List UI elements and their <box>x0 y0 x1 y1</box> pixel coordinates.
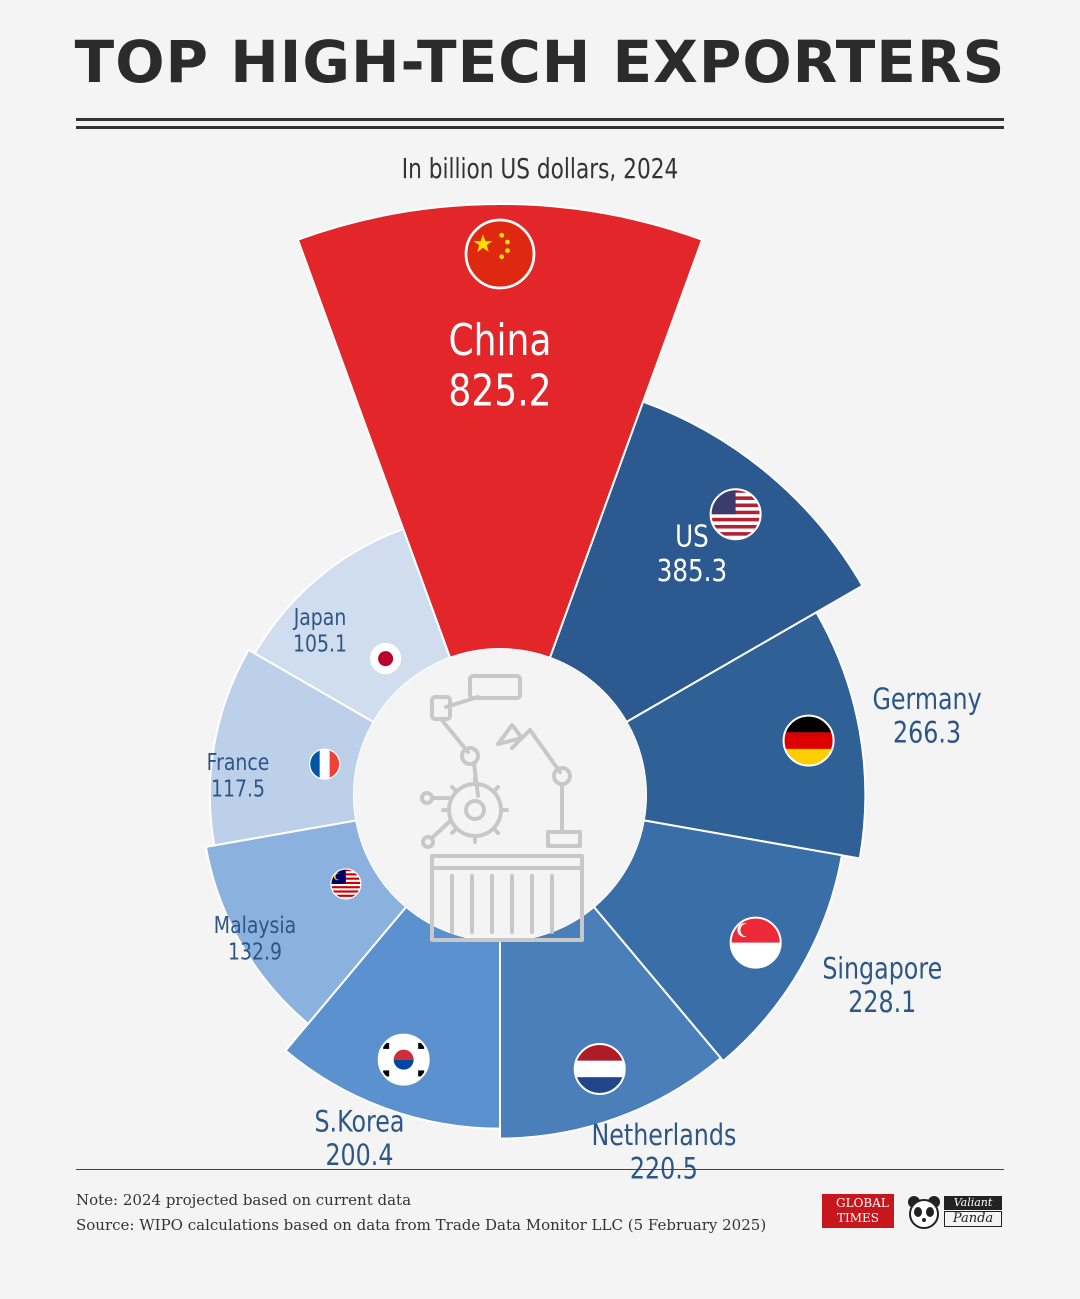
label-country-malaysia: Malaysia <box>214 911 296 938</box>
title-divider-bottom <box>76 126 1004 129</box>
label-country-s-korea: S.Korea <box>314 1105 404 1139</box>
center-hole <box>354 649 646 941</box>
panda-icon <box>908 1196 940 1229</box>
label-country-singapore: Singapore <box>822 952 942 986</box>
us-flag-icon <box>709 488 762 541</box>
label-value-s-korea: 200.4 <box>325 1139 393 1173</box>
label-country-japan: Japan <box>292 603 346 630</box>
labels-group: China825.2US385.3Germany266.3Singapore22… <box>207 316 982 1186</box>
label-value-netherlands: 220.5 <box>630 1152 698 1186</box>
chart-title: TOP HIGH-TECH EXPORTERS <box>74 28 1006 96</box>
label-value-china: 825.2 <box>448 366 551 416</box>
label-value-malaysia: 132.9 <box>228 938 282 965</box>
label-country-netherlands: Netherlands <box>591 1119 736 1153</box>
label-value-japan: 105.1 <box>293 630 347 657</box>
netherlands-flag-icon <box>573 1042 626 1095</box>
label-country-germany: Germany <box>872 683 981 717</box>
wedges-group <box>204 203 867 1140</box>
china-flag-icon <box>464 218 536 290</box>
label-country-us: US <box>675 520 709 554</box>
germany-flag-icon <box>782 714 835 767</box>
japan-flag-icon <box>369 643 402 675</box>
south-korea-flag-icon <box>377 1033 430 1086</box>
footer-divider <box>76 1169 1004 1170</box>
chart-subtitle: In billion US dollars, 2024 <box>401 152 679 185</box>
france-flag-icon <box>309 748 341 780</box>
footnote: Note: 2024 projected based on current da… <box>76 1191 412 1209</box>
label-value-singapore: 228.1 <box>848 986 916 1020</box>
robot-arm-factory-icon <box>420 674 584 942</box>
singapore-flag-icon <box>729 916 782 969</box>
title-divider-top <box>76 118 1004 121</box>
label-value-germany: 266.3 <box>893 716 961 750</box>
label-country-china: China <box>448 316 551 366</box>
source-credit: Source: WIPO calculations based on data … <box>76 1216 767 1234</box>
valiant-panda-logo: Valiant Panda <box>906 1194 1004 1230</box>
global-times-logo: GLOBAL TIMES <box>822 1194 894 1228</box>
malaysia-flag-icon <box>330 868 362 900</box>
label-country-france: France <box>207 748 270 775</box>
label-value-us: 385.3 <box>657 555 727 589</box>
label-value-france: 117.5 <box>211 775 265 802</box>
